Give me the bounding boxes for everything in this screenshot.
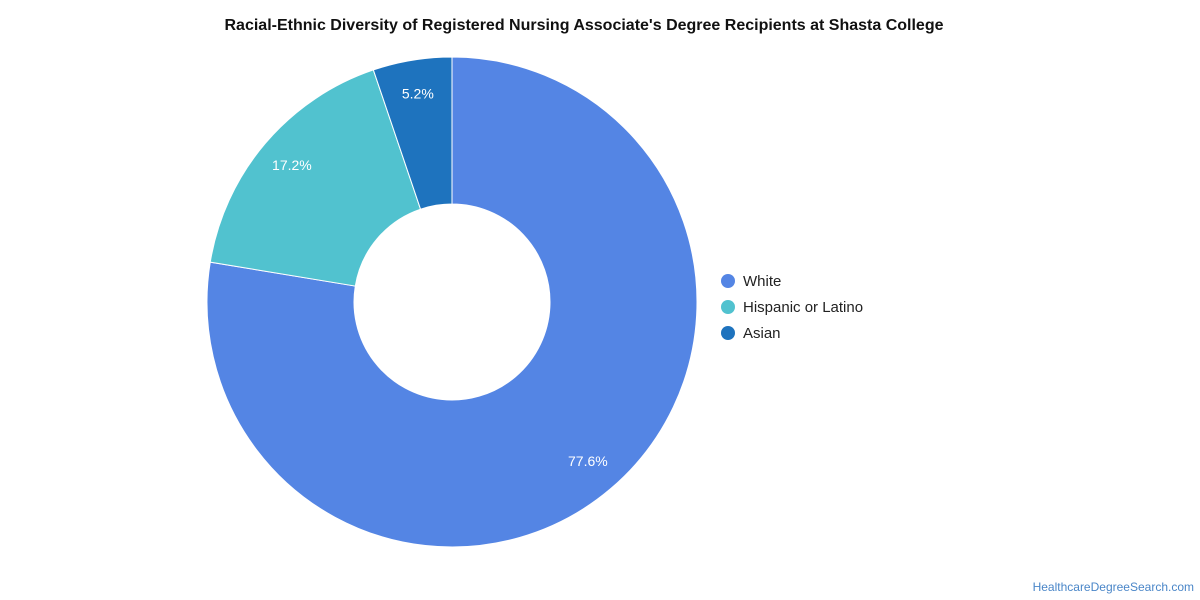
slice-hispanic-or-latino[interactable]: [209, 69, 422, 287]
chart-title: Racial-Ethnic Diversity of Registered Nu…: [224, 17, 944, 34]
legend-swatch-asian: [721, 326, 735, 340]
legend-label-hispanic-or-latino: Hispanic or Latino: [743, 298, 864, 316]
legend-label-asian: Asian: [743, 324, 781, 342]
source-watermark[interactable]: HealthcareDegreeSearch.com: [1032, 580, 1194, 594]
legend-swatch-hispanic-or-latino: [721, 300, 735, 314]
legend-label-white: White: [743, 272, 782, 290]
slice-label-asian: 5.2%: [402, 85, 434, 101]
legend-swatch-white: [721, 274, 735, 288]
slice-asian[interactable]: [372, 56, 453, 210]
slice-label-hispanic-or-latino: 17.2%: [272, 157, 312, 173]
legend-item-hispanic-or-latino[interactable]: Hispanic or Latino: [721, 294, 863, 320]
slice-white[interactable]: [206, 56, 698, 548]
legend-item-white[interactable]: White: [721, 268, 863, 294]
slice-label-white: 77.6%: [568, 453, 608, 469]
legend-item-asian[interactable]: Asian: [721, 320, 863, 346]
chart-legend: White Hispanic or Latino Asian: [721, 268, 863, 346]
